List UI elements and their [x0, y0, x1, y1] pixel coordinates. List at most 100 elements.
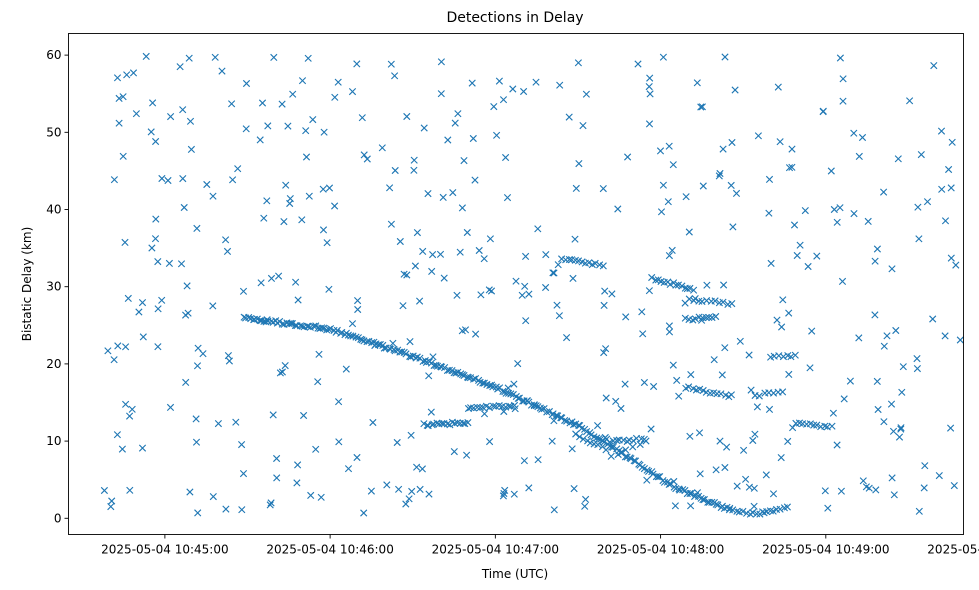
data-point: [257, 279, 265, 287]
data-point: [273, 454, 281, 463]
data-point: [751, 430, 759, 438]
data-point: [698, 316, 706, 324]
data-point: [643, 476, 651, 484]
data-point: [685, 295, 693, 303]
data-point: [239, 470, 248, 478]
data-point: [765, 209, 773, 217]
data-point: [363, 155, 371, 163]
data-point: [664, 198, 672, 206]
data-point: [670, 477, 678, 486]
data-point: [572, 430, 580, 438]
data-point: [302, 153, 311, 161]
data-point: [652, 276, 660, 284]
data-point: [504, 384, 512, 392]
data-point: [347, 332, 355, 340]
data-point: [444, 136, 452, 144]
data-point: [766, 507, 774, 515]
data-point: [728, 300, 736, 308]
data-point: [118, 445, 126, 453]
data-point: [727, 181, 735, 189]
data-point: [391, 72, 399, 80]
data-point: [317, 493, 325, 501]
data-point: [929, 315, 937, 323]
data-point: [712, 500, 720, 508]
data-point: [887, 400, 896, 408]
data-point: [410, 156, 418, 164]
data-point: [566, 419, 574, 427]
data-point: [304, 323, 312, 331]
data-point: [914, 203, 922, 211]
data-point: [727, 391, 735, 399]
data-point: [387, 220, 395, 228]
data-point: [164, 176, 172, 185]
data-point: [182, 378, 190, 386]
data-point: [331, 93, 339, 101]
data-point: [754, 132, 762, 140]
data-point: [147, 128, 155, 136]
data-point: [258, 99, 267, 107]
data-point: [400, 270, 408, 278]
x-axis-label: Time (UTC): [481, 567, 548, 581]
data-point: [371, 341, 379, 350]
data-point: [151, 235, 160, 243]
data-point: [502, 153, 510, 162]
data-point: [548, 437, 556, 445]
data-point: [568, 445, 576, 453]
data-point: [203, 180, 211, 189]
data-point: [154, 343, 162, 351]
data-point: [460, 371, 468, 380]
data-point: [353, 60, 361, 68]
data-point: [193, 362, 202, 370]
data-point: [550, 417, 558, 425]
plot-frame: [68, 33, 964, 535]
data-point: [523, 397, 532, 405]
data-point: [840, 395, 848, 403]
data-point: [784, 437, 792, 445]
data-point: [542, 251, 550, 259]
data-point: [691, 315, 699, 323]
data-point: [627, 455, 635, 463]
data-point: [813, 252, 821, 260]
data-point: [128, 405, 136, 413]
data-point: [665, 322, 673, 330]
data-point: [176, 63, 184, 71]
data-point: [665, 252, 673, 260]
data-point: [499, 387, 507, 395]
data-point: [158, 174, 166, 183]
data-point: [416, 485, 424, 493]
data-point: [323, 326, 331, 334]
data-point: [100, 486, 108, 495]
data-point: [463, 451, 471, 459]
data-point: [895, 433, 904, 441]
data-point: [827, 167, 835, 175]
data-point: [115, 94, 123, 102]
data-point: [490, 103, 498, 111]
data-point: [654, 473, 662, 481]
data-point: [947, 254, 955, 262]
data-point: [576, 433, 584, 441]
data-point: [113, 431, 121, 439]
data-point: [647, 425, 655, 433]
data-point: [256, 136, 264, 144]
data-point: [166, 403, 175, 411]
data-point: [894, 155, 902, 163]
data-point: [126, 412, 134, 420]
data-point: [449, 189, 457, 197]
data-point: [229, 176, 237, 184]
data-point: [642, 437, 650, 445]
data-point: [719, 298, 727, 306]
data-point: [549, 269, 557, 277]
data-point: [678, 282, 686, 290]
data-point: [427, 408, 435, 416]
data-point: [581, 502, 589, 510]
data-point: [135, 308, 143, 316]
data-point: [790, 221, 799, 229]
data-point: [522, 317, 530, 325]
data-point: [614, 450, 622, 459]
data-point: [837, 487, 845, 495]
data-point: [712, 312, 720, 321]
data-point: [320, 128, 328, 136]
data-point: [250, 315, 259, 323]
data-point: [671, 502, 679, 510]
data-point: [480, 255, 488, 263]
